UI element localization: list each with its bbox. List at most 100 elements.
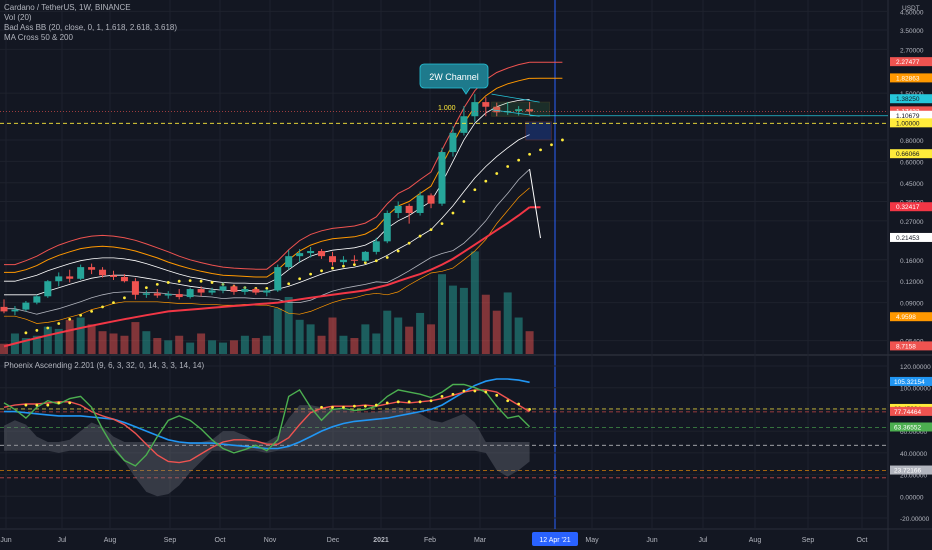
- volume-bar: [372, 333, 381, 354]
- candle-body: [208, 290, 216, 293]
- volume-bar: [153, 338, 162, 354]
- symbol-title: Cardano / TetherUS, 1W, BINANCE: [4, 3, 131, 12]
- time-tick-label: Oct: [857, 537, 868, 544]
- bb-lower-projection: [529, 169, 541, 239]
- volume-bar: [295, 319, 304, 354]
- volume-bar: [120, 335, 129, 354]
- volume-bar: [361, 324, 370, 354]
- volume-bar: [164, 340, 173, 354]
- candle-body: [329, 256, 336, 263]
- osc-tick-label: 40.00000: [900, 451, 927, 458]
- psar-dot: [166, 281, 170, 284]
- psar-dot: [57, 322, 61, 325]
- osc-dot: [396, 400, 400, 404]
- price-badge-value: 0.32417: [896, 204, 920, 211]
- psar-dot: [342, 264, 345, 268]
- price-badge-value: 1.10679: [896, 113, 920, 120]
- volume-bar: [394, 317, 403, 354]
- price-axis[interactable]: 4.500003.500002.700001.500000.800000.600…: [890, 5, 932, 523]
- psar-dot: [407, 241, 411, 245]
- psar-dot: [298, 277, 302, 281]
- psar-dot: [287, 282, 291, 286]
- volume-bar: [470, 251, 479, 354]
- candle-body: [22, 302, 30, 310]
- price-badge-value: 4.9598: [896, 314, 916, 321]
- channel-label: 2W Channel: [429, 72, 479, 82]
- volume-bar: [76, 317, 85, 354]
- osc-dot: [374, 403, 378, 407]
- psar-dot: [385, 256, 389, 259]
- osc-dot: [320, 405, 323, 409]
- psar-dot: [331, 266, 334, 270]
- volume-bar: [328, 317, 337, 354]
- volume-bar: [240, 335, 249, 354]
- oscillator-title: Phoenix Ascending 2.201 (9, 6, 3, 32, 0,…: [4, 361, 205, 370]
- osc-value-label: 23.72166: [894, 468, 921, 475]
- time-crosshair-badge: [532, 532, 578, 546]
- volume-bar: [21, 338, 30, 354]
- osc-tick-label: 0.00000: [900, 494, 924, 501]
- psar-dot: [188, 279, 192, 282]
- candle-body: [77, 267, 85, 279]
- time-tick-label: Sep: [164, 537, 177, 544]
- target-box: [525, 121, 552, 141]
- candle-body: [482, 102, 490, 107]
- time-tick-label: May: [585, 537, 599, 544]
- osc-dot: [24, 403, 28, 407]
- time-tick-label: Aug: [104, 537, 117, 544]
- time-tick-label: Jun: [0, 537, 11, 544]
- price-badge: [890, 94, 932, 104]
- psar-dot: [473, 188, 477, 192]
- time-tick-label: Dec: [327, 537, 340, 544]
- volume-bar: [262, 335, 271, 354]
- candle-body: [164, 294, 172, 296]
- osc-tick-label: 20.00000: [900, 473, 927, 480]
- candle-body: [66, 276, 74, 279]
- psar-dot: [517, 158, 521, 162]
- volume-bar: [448, 285, 457, 354]
- volume-bar: [481, 294, 490, 354]
- volume-bar: [427, 324, 436, 354]
- osc-green-line: [3, 383, 531, 467]
- candle-body: [131, 281, 139, 295]
- volume-bar: [109, 333, 118, 354]
- volume-bar: [317, 335, 326, 354]
- volume-bar: [43, 326, 52, 354]
- price-badge: [890, 57, 932, 67]
- psar-dot: [24, 331, 28, 335]
- psar-dot: [495, 172, 499, 175]
- psar-dot: [440, 222, 444, 226]
- price-badge: [890, 149, 932, 159]
- volume-bar: [65, 319, 74, 354]
- price-tick-label: 0.45000: [900, 181, 924, 188]
- volume-bar: [339, 335, 348, 354]
- candle-body: [110, 275, 117, 277]
- price-badge: [890, 232, 932, 242]
- volume-bar: [186, 342, 195, 354]
- psar-dot: [68, 317, 72, 321]
- time-tick-label: Aug: [749, 537, 762, 544]
- candle-body: [318, 251, 326, 257]
- time-axis[interactable]: Jun Jul Aug Sep Oct Nov Dec 2021 Feb Mar 12 Apr '2…: [0, 532, 867, 546]
- candle-body: [285, 256, 293, 268]
- psar-dot: [528, 152, 531, 156]
- osc-tick-label: -20.00000: [900, 516, 930, 523]
- time-crosshair-label: 12 Apr '21: [539, 537, 570, 544]
- osc-dot: [331, 405, 334, 409]
- candle-body: [33, 296, 41, 303]
- candle-body: [186, 289, 194, 298]
- candle-body: [427, 195, 435, 204]
- psar-dot: [484, 179, 488, 183]
- time-tick-label: Jul: [699, 537, 708, 544]
- price-pane[interactable]: [0, 61, 888, 354]
- candle-body: [416, 195, 424, 213]
- volume-bar: [306, 324, 315, 354]
- osc-tick-label: 60.00000: [900, 429, 927, 436]
- volume-bar: [525, 331, 534, 354]
- osc-dot: [484, 390, 488, 394]
- oscillator-pane[interactable]: [0, 378, 888, 497]
- time-tick-label: 2021: [373, 537, 389, 544]
- osc-dot: [363, 404, 367, 408]
- time-tick-label: Oct: [215, 537, 226, 544]
